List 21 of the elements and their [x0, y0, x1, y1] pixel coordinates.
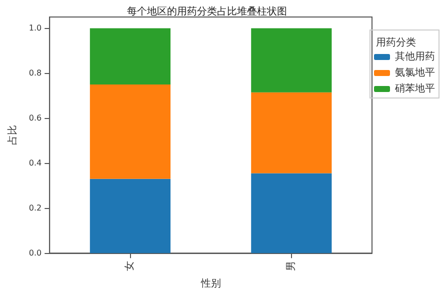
legend-label: 氨氯地平 — [395, 66, 435, 78]
bar — [251, 92, 332, 174]
y-tick-label: 0.8 — [28, 68, 42, 78]
legend-label: 硝苯地平 — [394, 82, 435, 94]
x-tick-label: 女 — [124, 261, 136, 272]
y-tick-label: 0.2 — [28, 204, 42, 213]
bar — [90, 28, 171, 84]
y-tick-label: 0.4 — [28, 158, 42, 168]
bar — [251, 173, 332, 254]
y-tick-label: 0.0 — [28, 248, 42, 258]
y-axis-title: 占比 — [6, 125, 18, 146]
y-tick-label: 1.0 — [28, 24, 42, 33]
chart-title: 每个地区的用药分类占比堆叠柱状图 — [127, 6, 287, 18]
x-axis-title: 性别 — [200, 278, 221, 290]
y-tick-label: 0.6 — [28, 114, 42, 123]
bar — [90, 178, 171, 254]
bar — [251, 28, 332, 92]
legend-label: 其他用药 — [395, 50, 435, 62]
x-tick-label: 男 — [286, 261, 297, 272]
bar — [90, 84, 171, 179]
legend-title: 用药分类 — [376, 36, 416, 48]
